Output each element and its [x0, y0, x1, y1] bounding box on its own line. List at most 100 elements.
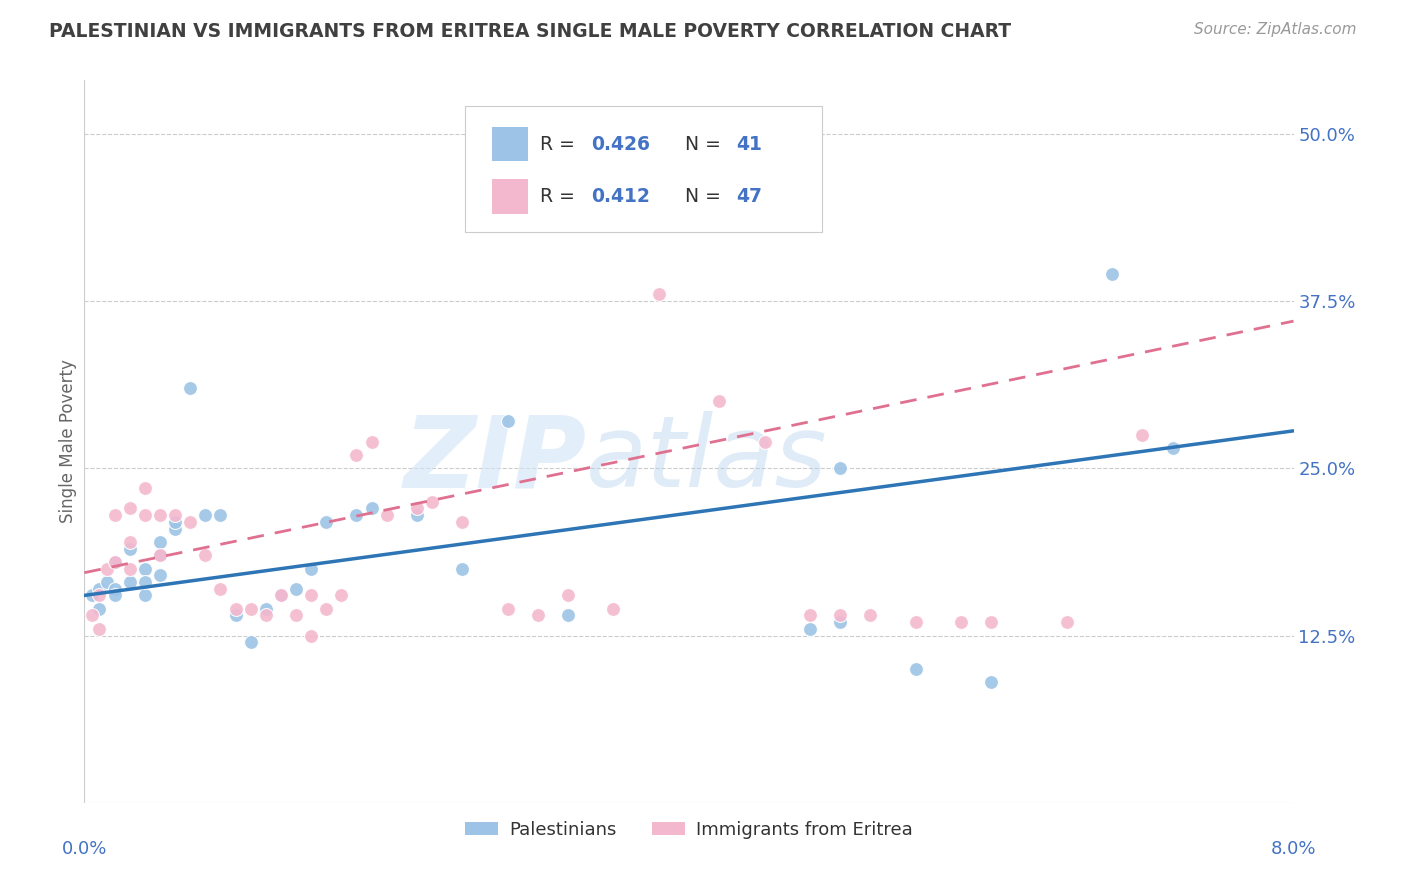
Point [420, 494, 443, 508]
Point [830, 615, 852, 630]
Point [134, 482, 156, 496]
Point [134, 589, 156, 603]
Point [225, 608, 247, 623]
Point [799, 608, 821, 623]
Point [346, 448, 368, 462]
Text: 41: 41 [737, 135, 762, 153]
Point [179, 515, 201, 529]
Point [315, 515, 337, 529]
Point [165, 521, 187, 535]
Point [165, 508, 187, 523]
Text: 47: 47 [737, 187, 762, 206]
Point [557, 589, 579, 603]
Point [149, 568, 172, 582]
Text: Source: ZipAtlas.com: Source: ZipAtlas.com [1194, 22, 1357, 37]
Y-axis label: Single Male Poverty: Single Male Poverty [59, 359, 77, 524]
Point [1101, 268, 1123, 282]
Point [360, 501, 382, 516]
Point [496, 414, 519, 429]
Point [754, 434, 776, 449]
Point [299, 589, 322, 603]
Point [1056, 615, 1078, 630]
Point [89, 622, 111, 636]
Point [254, 608, 277, 623]
Point [648, 161, 671, 175]
Legend: Palestinians, Immigrants from Eritrea: Palestinians, Immigrants from Eritrea [458, 814, 920, 846]
Point [648, 287, 671, 301]
Point [104, 582, 127, 596]
Point [209, 508, 232, 523]
Point [118, 501, 141, 516]
Point [451, 562, 474, 576]
Point [149, 534, 172, 549]
Point [89, 582, 111, 596]
Point [859, 608, 882, 623]
Point [406, 508, 429, 523]
Point [451, 515, 474, 529]
Text: R =: R = [540, 187, 581, 206]
Point [134, 508, 156, 523]
Point [1161, 442, 1184, 455]
Point [496, 602, 519, 616]
Point [375, 508, 398, 523]
FancyBboxPatch shape [492, 127, 529, 161]
Point [799, 622, 821, 636]
Point [149, 548, 172, 563]
Point [980, 615, 1002, 630]
Point [1132, 427, 1154, 442]
Point [830, 608, 852, 623]
Point [980, 675, 1002, 690]
Point [104, 555, 127, 569]
Text: ZIP: ZIP [404, 411, 586, 508]
Point [165, 515, 187, 529]
Point [239, 602, 262, 616]
Point [89, 602, 111, 616]
Point [270, 589, 292, 603]
Point [299, 562, 322, 576]
Point [104, 508, 127, 523]
Point [709, 394, 731, 409]
Point [179, 381, 201, 395]
Point [194, 548, 217, 563]
Point [118, 575, 141, 590]
Point [315, 602, 337, 616]
Point [285, 582, 308, 596]
FancyBboxPatch shape [492, 179, 529, 214]
Point [149, 508, 172, 523]
Point [118, 534, 141, 549]
Point [134, 562, 156, 576]
Point [299, 628, 322, 642]
Point [830, 461, 852, 475]
Text: 0.426: 0.426 [591, 135, 650, 153]
Text: 8.0%: 8.0% [1271, 840, 1316, 858]
Point [80, 589, 103, 603]
Point [285, 608, 308, 623]
Point [330, 589, 353, 603]
Text: N =: N = [685, 135, 727, 153]
Text: R =: R = [540, 135, 581, 153]
Point [239, 635, 262, 649]
Point [904, 662, 927, 676]
Text: PALESTINIAN VS IMMIGRANTS FROM ERITREA SINGLE MALE POVERTY CORRELATION CHART: PALESTINIAN VS IMMIGRANTS FROM ERITREA S… [49, 22, 1011, 41]
Point [194, 508, 217, 523]
Point [118, 541, 141, 556]
Point [270, 589, 292, 603]
Point [80, 608, 103, 623]
Point [149, 548, 172, 563]
Point [89, 589, 111, 603]
Point [96, 562, 118, 576]
Point [527, 608, 550, 623]
Point [104, 555, 127, 569]
Text: N =: N = [685, 187, 727, 206]
Point [602, 602, 624, 616]
Point [557, 608, 579, 623]
Point [225, 602, 247, 616]
Point [96, 575, 118, 590]
Point [209, 582, 232, 596]
Point [904, 615, 927, 630]
Text: 0.0%: 0.0% [62, 840, 107, 858]
Point [254, 602, 277, 616]
Point [360, 434, 382, 449]
Text: atlas: atlas [586, 411, 828, 508]
Point [950, 615, 973, 630]
